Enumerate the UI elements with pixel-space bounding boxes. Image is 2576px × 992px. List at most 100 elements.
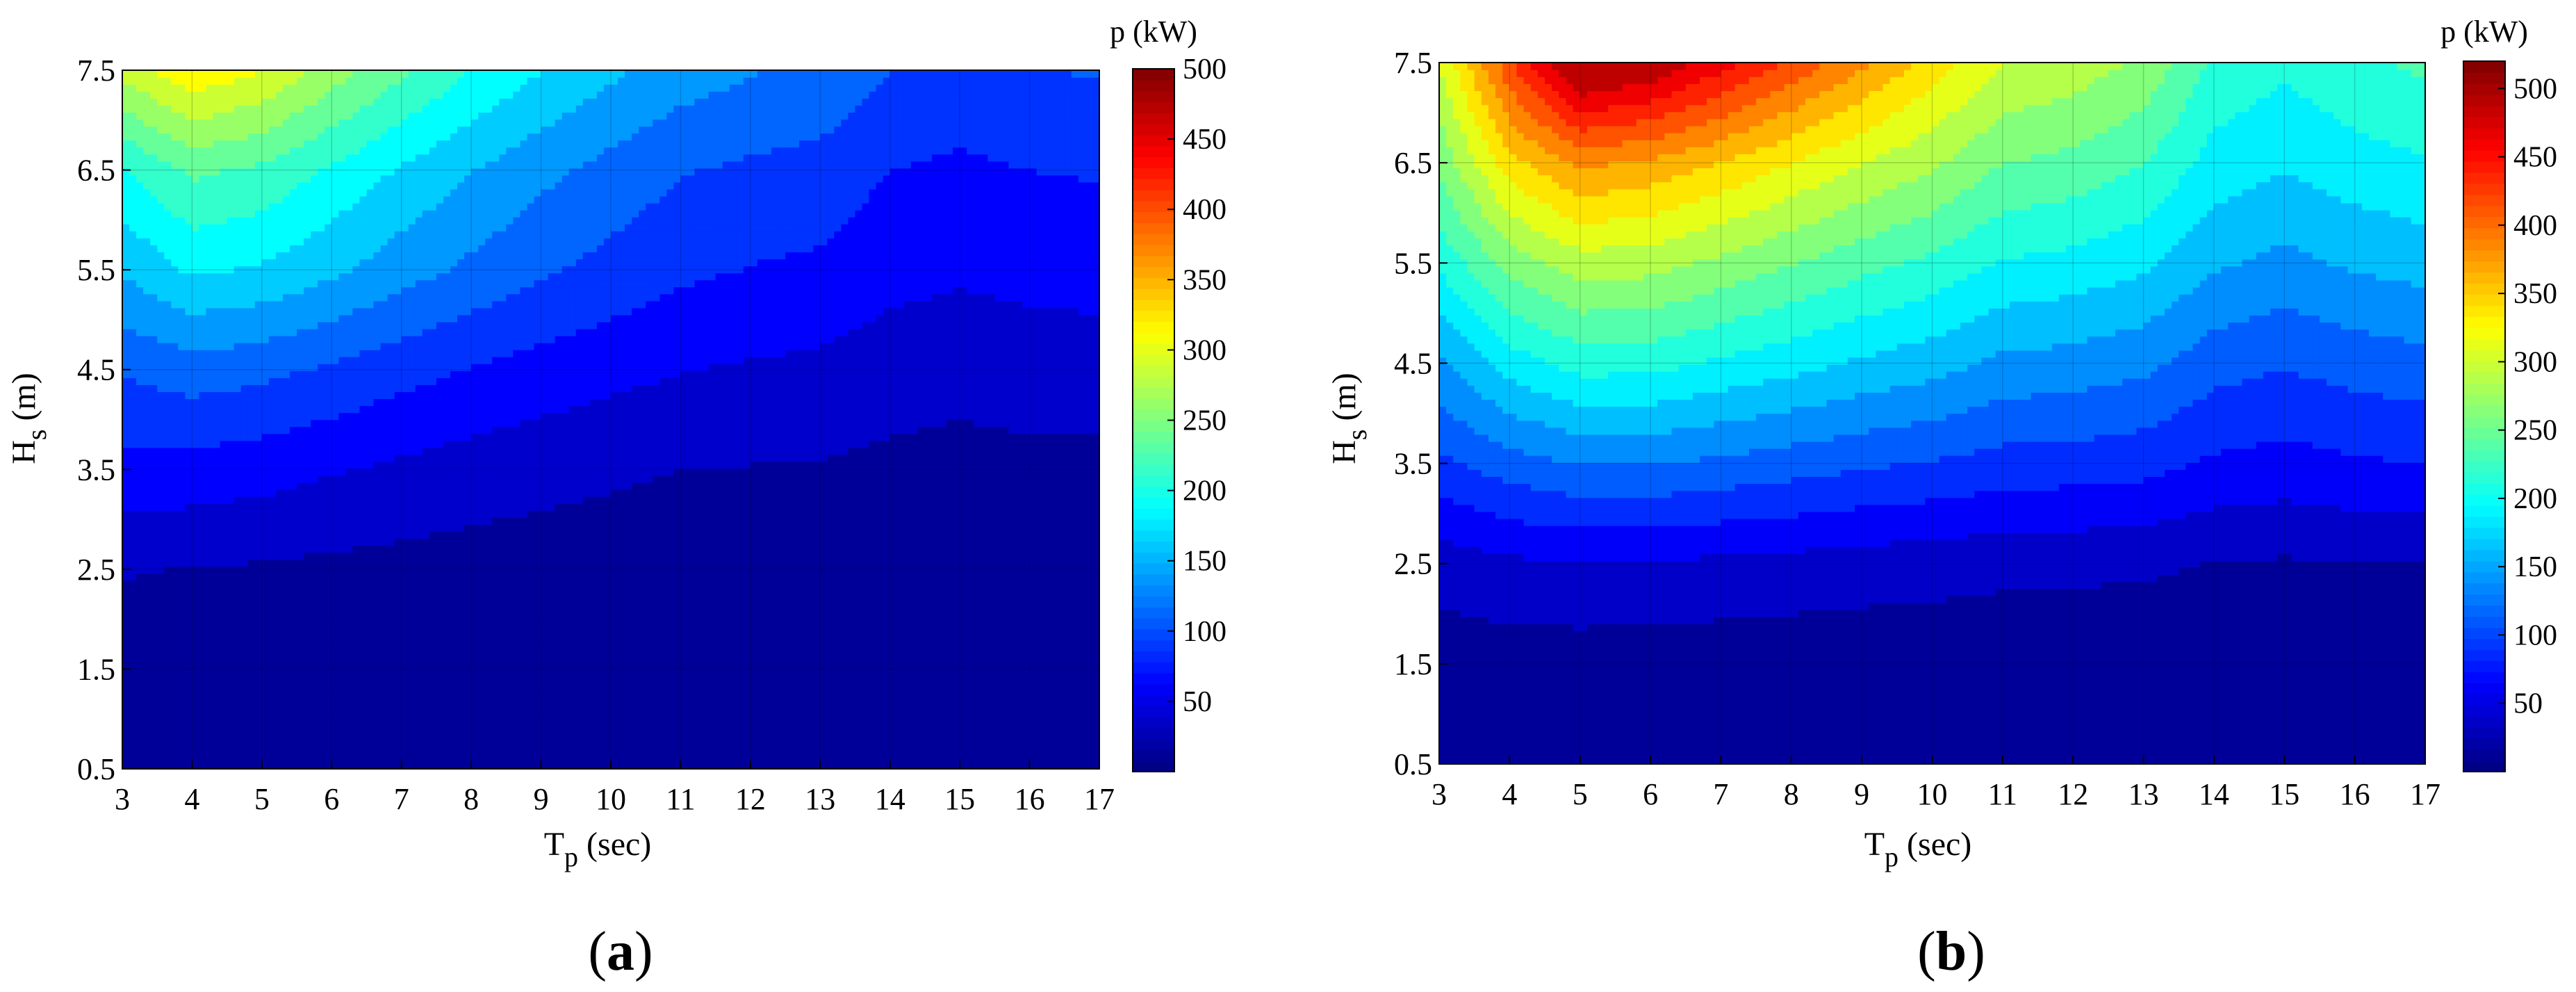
contour-cell	[164, 559, 172, 567]
contour-cell	[387, 126, 395, 134]
contour-cell	[345, 538, 354, 546]
contour-cell	[282, 510, 290, 518]
contour-cell	[227, 161, 235, 169]
contour-cell	[206, 357, 214, 364]
contour-cell	[122, 475, 130, 483]
contour-cell	[150, 286, 158, 295]
contour-cell	[185, 391, 193, 400]
contour-cell	[247, 286, 256, 295]
contour-cell	[164, 300, 172, 309]
contour-cell	[129, 391, 137, 400]
contour-cell	[282, 377, 290, 385]
contour-cell	[227, 154, 235, 162]
contour-cell	[436, 643, 444, 651]
contour-cell	[359, 419, 368, 428]
contour-cell	[240, 580, 249, 588]
contour-cell	[178, 489, 186, 497]
contour-cell	[178, 168, 186, 176]
contour-cell	[401, 174, 409, 183]
contour-cell	[220, 224, 228, 231]
contour-cell	[247, 426, 256, 434]
contour-cell	[415, 615, 423, 623]
contour-cell	[157, 615, 165, 623]
contour-cell	[408, 713, 416, 721]
contour-cell	[220, 678, 228, 686]
contour-cell	[457, 440, 465, 448]
contour-cell	[345, 188, 354, 197]
contour-cell	[164, 657, 172, 665]
contour-cell	[220, 273, 228, 281]
contour-cell	[450, 217, 458, 225]
contour-cell	[254, 398, 263, 407]
contour-cell	[338, 195, 347, 204]
contour-cell	[185, 545, 193, 553]
contour-cell	[380, 594, 388, 602]
contour-cell	[443, 147, 451, 155]
contour-cell	[331, 140, 340, 148]
contour-cell	[352, 531, 361, 539]
contour-cell	[331, 98, 340, 106]
contour-cell	[352, 154, 361, 162]
contour-cell	[171, 335, 179, 343]
contour-cell	[261, 210, 270, 218]
contour-cell	[213, 706, 221, 714]
contour-cell	[129, 559, 137, 567]
contour-cell	[429, 238, 437, 245]
contour-cell	[304, 713, 311, 721]
contour-cell	[150, 580, 158, 588]
contour-cell	[387, 524, 395, 532]
contour-cell	[359, 726, 368, 735]
contour-cell	[171, 608, 179, 616]
contour-cell	[150, 594, 158, 602]
contour-cell	[450, 238, 458, 245]
contour-cell	[171, 266, 179, 274]
contour-cell	[171, 440, 179, 448]
contour-cell	[171, 594, 179, 602]
contour-cell	[345, 650, 354, 658]
contour-cell	[143, 685, 151, 693]
contour-cell	[366, 307, 375, 316]
contour-cell	[122, 371, 130, 378]
contour-cell	[422, 650, 430, 658]
contour-cell	[443, 489, 451, 497]
contour-cell	[366, 615, 375, 623]
contour-cell	[450, 503, 458, 511]
contour-cell	[254, 266, 263, 274]
contour-cell	[331, 252, 340, 260]
contour-cell	[247, 84, 256, 92]
contour-cell	[192, 545, 200, 553]
contour-cell	[227, 350, 235, 357]
contour-cell	[443, 447, 451, 455]
contour-cell	[422, 538, 430, 546]
contour-cell	[457, 364, 465, 371]
contour-cell	[331, 245, 340, 252]
contour-cell	[345, 615, 354, 623]
contour-cell	[318, 461, 325, 469]
contour-cell	[178, 629, 186, 637]
contour-cell	[185, 321, 193, 330]
contour-cell	[136, 726, 144, 735]
contour-cell	[443, 419, 451, 428]
contour-cell	[192, 342, 200, 350]
contour-cell	[213, 259, 221, 267]
contour-cell	[178, 286, 186, 295]
contour-cell	[185, 195, 193, 204]
contour-cell	[359, 573, 368, 581]
contour-cell	[136, 405, 144, 414]
contour-cell	[233, 357, 242, 364]
contour-cell	[254, 273, 263, 281]
contour-cell	[373, 754, 382, 763]
contour-cell	[220, 531, 228, 539]
contour-cell	[157, 713, 165, 721]
contour-cell	[254, 747, 263, 756]
contour-cell	[290, 678, 297, 686]
contour-cell	[325, 245, 332, 252]
contour-cell	[464, 608, 472, 616]
contour-cell	[318, 321, 325, 330]
contour-cell	[199, 615, 207, 623]
contour-cell	[199, 699, 207, 707]
contour-cell	[185, 217, 193, 225]
contour-cell	[282, 293, 290, 302]
contour-cell	[311, 286, 318, 295]
contour-cell	[457, 447, 465, 455]
